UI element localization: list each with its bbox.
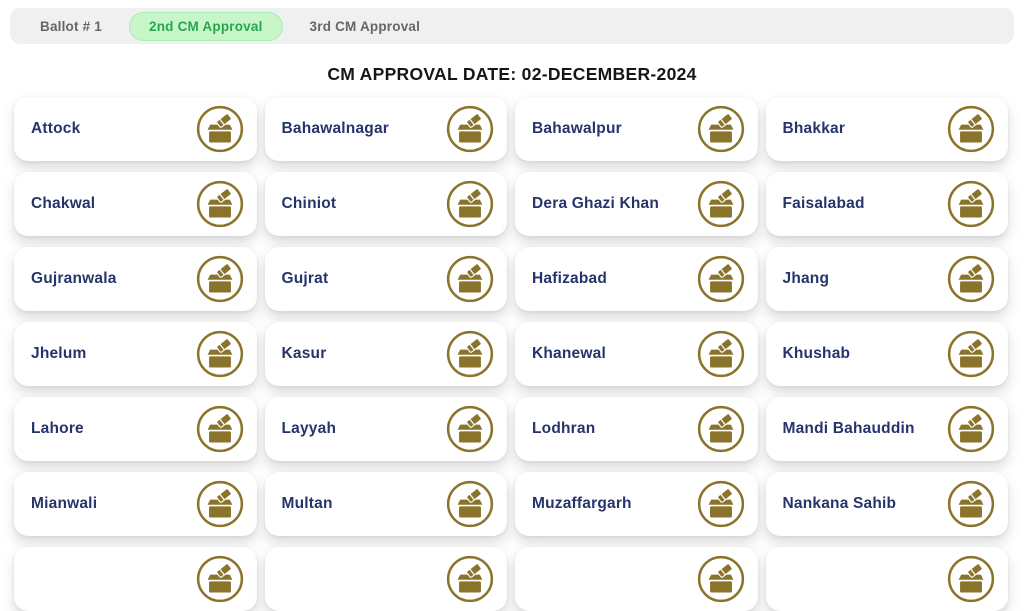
district-name: Gujranwala [31,270,117,287]
district-name: Attock [31,120,81,137]
district-card[interactable]: Jhang [765,247,1008,311]
district-name: Bahawalpur [532,120,622,137]
district-name: Multan [281,495,333,512]
ballot-box-icon[interactable] [195,104,245,154]
district-grid: Attock Bahawalnagar [14,97,1008,611]
district-card[interactable]: Lodhran [515,397,758,461]
district-card[interactable]: Kasur [264,322,507,386]
ballot-box-icon[interactable] [946,554,996,604]
district-card[interactable] [14,547,257,611]
ballot-box-icon[interactable] [445,104,495,154]
district-name: Layyah [281,420,337,437]
ballot-box-icon[interactable] [946,104,996,154]
district-card[interactable]: Muzaffargarh [515,472,758,536]
ballot-box-icon[interactable] [946,404,996,454]
district-card[interactable] [264,547,507,611]
ballot-box-icon[interactable] [195,554,245,604]
district-name: Bhakkar [782,120,846,137]
ballot-box-icon[interactable] [195,254,245,304]
ballot-box-icon[interactable] [696,479,746,529]
district-name: Jhelum [31,345,87,362]
district-card[interactable] [515,547,758,611]
district-name: Jhang [782,270,830,287]
ballot-box-icon[interactable] [195,179,245,229]
ballot-box-icon[interactable] [946,254,996,304]
ballot-box-icon[interactable] [445,554,495,604]
district-card[interactable]: Multan [264,472,507,536]
district-name: Lodhran [532,420,596,437]
district-card[interactable]: Dera Ghazi Khan [515,172,758,236]
ballot-box-icon[interactable] [946,479,996,529]
district-name: Dera Ghazi Khan [532,195,660,212]
district-card[interactable]: Hafizabad [515,247,758,311]
district-card[interactable]: Faisalabad [765,172,1008,236]
district-name: Faisalabad [782,195,865,212]
ballot-box-icon[interactable] [696,329,746,379]
district-card[interactable]: Lahore [14,397,257,461]
district-card[interactable]: Bhakkar [765,97,1008,161]
district-card[interactable]: Nankana Sahib [765,472,1008,536]
district-name: Mandi Bahauddin [782,420,915,437]
district-card[interactable] [765,547,1008,611]
ballot-box-icon[interactable] [195,404,245,454]
district-name: Khushab [782,345,851,362]
ballot-box-icon[interactable] [696,554,746,604]
district-card[interactable]: Gujrat [264,247,507,311]
ballot-box-icon[interactable] [445,404,495,454]
district-card[interactable]: Bahawalpur [515,97,758,161]
district-card[interactable]: Mianwali [14,472,257,536]
district-card[interactable]: Jhelum [14,322,257,386]
district-card[interactable]: Khushab [765,322,1008,386]
district-card[interactable]: Bahawalnagar [264,97,507,161]
district-card[interactable]: Khanewal [515,322,758,386]
ballot-box-icon[interactable] [195,479,245,529]
district-card[interactable]: Layyah [264,397,507,461]
ballot-box-icon[interactable] [696,404,746,454]
ballot-box-icon[interactable] [696,104,746,154]
district-card[interactable]: Chiniot [264,172,507,236]
page-title: CM APPROVAL DATE: 02-DECEMBER-2024 [327,64,697,84]
tab-3rd-cm-approval[interactable]: 3rd CM Approval [309,18,421,34]
district-name: Bahawalnagar [281,120,389,137]
ballot-box-icon[interactable] [696,179,746,229]
district-card[interactable]: Mandi Bahauddin [765,397,1008,461]
district-name: Muzaffargarh [532,495,632,512]
ballot-box-icon[interactable] [445,179,495,229]
district-name: Chiniot [281,195,337,212]
ballot-box-icon[interactable] [445,254,495,304]
district-name: Mianwali [31,495,98,512]
district-card[interactable]: Chakwal [14,172,257,236]
district-name: Nankana Sahib [782,495,897,512]
ballot-box-icon[interactable] [445,329,495,379]
tab-2nd-cm-approval[interactable]: 2nd CM Approval [129,11,283,41]
district-card[interactable]: Attock [14,97,257,161]
ballot-box-icon[interactable] [946,179,996,229]
tab-bar: Ballot # 1 2nd CM Approval 3rd CM Approv… [10,8,1014,44]
district-name: Chakwal [31,195,96,212]
ballot-box-icon[interactable] [946,329,996,379]
ballot-box-icon[interactable] [445,479,495,529]
district-card[interactable]: Gujranwala [14,247,257,311]
district-name: Lahore [31,420,84,437]
district-name: Hafizabad [532,270,608,287]
district-name: Gujrat [281,270,329,287]
tab-ballot-1[interactable]: Ballot # 1 [40,18,103,34]
district-name: Khanewal [532,345,606,362]
ballot-box-icon[interactable] [195,329,245,379]
ballot-box-icon[interactable] [696,254,746,304]
district-name: Kasur [281,345,327,362]
